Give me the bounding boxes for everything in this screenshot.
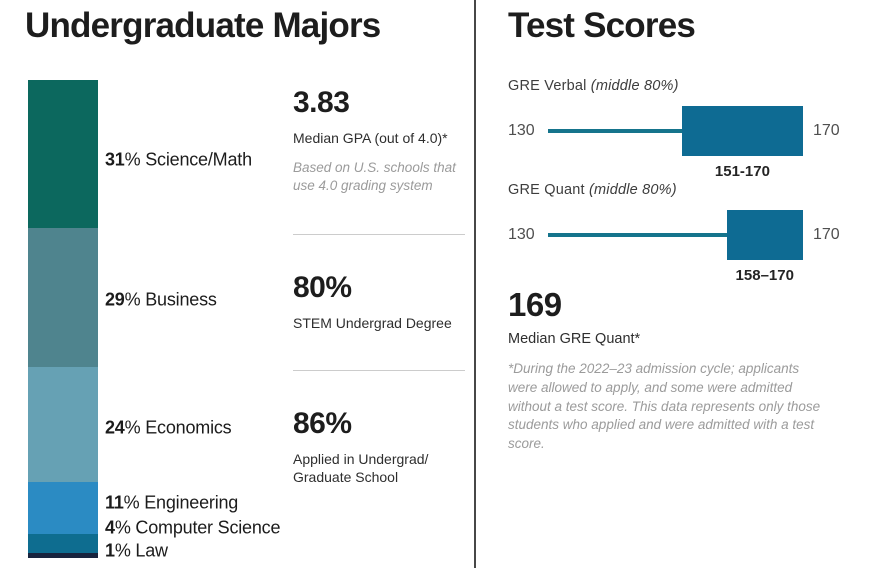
bar-label-percent: 11 xyxy=(105,492,124,513)
bar-segment-science-math xyxy=(28,80,98,229)
bar-label-text: % Computer Science xyxy=(114,517,281,538)
majors-bar-labels: 31% Science/Math 29% Business 24% Economic… xyxy=(105,80,300,561)
bar-label-text: % Business xyxy=(124,289,217,310)
bar-label-science-math: 31% Science/Math xyxy=(105,150,252,171)
gre-chart-gre-verbal: GRE Verbal (middle 80%) 130 151-170 170 xyxy=(508,78,877,180)
test-scores-footnote: *During the 2022–23 admission cycle; app… xyxy=(508,361,821,451)
bar-segment-economics xyxy=(28,366,98,482)
gre-chart-row: 130 151-170 170 xyxy=(508,106,877,180)
gre-chart-title: GRE Verbal (middle 80%) xyxy=(508,78,679,95)
stat-note: Based on U.S. schools that use 4.0 gradi… xyxy=(293,160,456,194)
gre-axis-track: 158–170 xyxy=(548,210,803,284)
bar-segment-law xyxy=(28,553,98,558)
bar-label-law: 1% Law xyxy=(105,541,168,562)
stat-divider-line xyxy=(293,369,465,371)
bar-label-percent: 31 xyxy=(105,149,125,170)
median-gre-label: Median GRE Quant* xyxy=(508,331,641,348)
stat-label: Applied in Undergrad/ Graduate School xyxy=(293,450,429,485)
bar-segment-computer-science xyxy=(28,534,98,554)
bar-label-business: 29% Business xyxy=(105,290,217,311)
majors-stacked-bar xyxy=(28,80,98,558)
bar-label-computer-science: 4% Computer Science xyxy=(105,518,280,539)
stat-block-applied-in-undergrad: 86% Applied in Undergrad/ Graduate School xyxy=(293,371,465,524)
axis-max-label: 170 xyxy=(813,226,840,244)
bar-segment-engineering xyxy=(28,481,98,535)
gre-axis-line xyxy=(548,129,803,134)
undergraduate-majors-section: Undergraduate Majors 31% Science/Math 29%… xyxy=(25,6,465,561)
gre-chart-gre-quant: GRE Quant (middle 80%) 130 158–170 170 xyxy=(508,182,877,284)
gre-chart-row: 130 158–170 170 xyxy=(508,210,877,284)
axis-min-label: 130 xyxy=(508,226,535,244)
stat-label: Median GPA (out of 4.0)* xyxy=(293,130,448,146)
bar-label-engineering: 11% Engineering xyxy=(105,493,238,514)
stat-label: STEM Undergrad Degree xyxy=(293,314,452,331)
median-gre-value: 169 xyxy=(508,286,562,324)
bar-label-percent: 24 xyxy=(105,417,125,438)
majors-title: Undergraduate Majors xyxy=(25,6,381,45)
stat-block-median-gpa-out-of-4-0: 3.83 Median GPA (out of 4.0)* Based on U.S… xyxy=(293,86,465,234)
bar-label-percent: 29 xyxy=(105,289,125,310)
stat-value: 86% xyxy=(293,406,352,440)
gre-chart-qualifier: (middle 80%) xyxy=(590,78,679,95)
gre-chart-qualifier: (middle 80%) xyxy=(588,182,677,199)
test-scores-section: Test Scores GRE Verbal (middle 80%) 130 15… xyxy=(476,0,877,568)
gre-range-charts: GRE Verbal (middle 80%) 130 151-170 170 GRE … xyxy=(508,78,877,284)
gre-axis-line xyxy=(548,233,803,238)
bar-label-text: % Economics xyxy=(124,417,232,438)
stat-value: 3.83 xyxy=(293,86,350,119)
stat-block-stem-undergrad-degree: 80% STEM Undergrad Degree xyxy=(293,235,465,370)
majors-stats-column: 3.83 Median GPA (out of 4.0)* Based on U.S… xyxy=(293,86,465,524)
axis-min-label: 130 xyxy=(508,122,535,140)
stat-value: 80% xyxy=(293,270,352,304)
bar-label-text: % Law xyxy=(114,540,168,561)
bar-label-text: % Science/Math xyxy=(124,149,252,170)
bar-segment-business xyxy=(28,228,98,367)
section-divider-line xyxy=(474,0,476,568)
gre-axis-track: 151-170 xyxy=(548,106,803,180)
bar-label-percent: 4 xyxy=(105,517,115,538)
bar-label-text: % Engineering xyxy=(123,492,239,513)
gre-range-box xyxy=(726,210,803,261)
bar-label-percent: 1 xyxy=(105,540,115,561)
gre-range-box xyxy=(681,106,803,157)
gre-range-label: 158–170 xyxy=(735,267,794,285)
median-gre-stat: 169 Median GRE Quant* xyxy=(508,286,877,347)
gre-range-label: 151-170 xyxy=(714,163,770,181)
stat-divider-line xyxy=(293,233,465,235)
axis-max-label: 170 xyxy=(813,122,840,140)
bar-label-economics: 24% Economics xyxy=(105,417,232,439)
gre-chart-title: GRE Quant (middle 80%) xyxy=(508,182,677,199)
test-scores-title: Test Scores xyxy=(508,6,696,45)
